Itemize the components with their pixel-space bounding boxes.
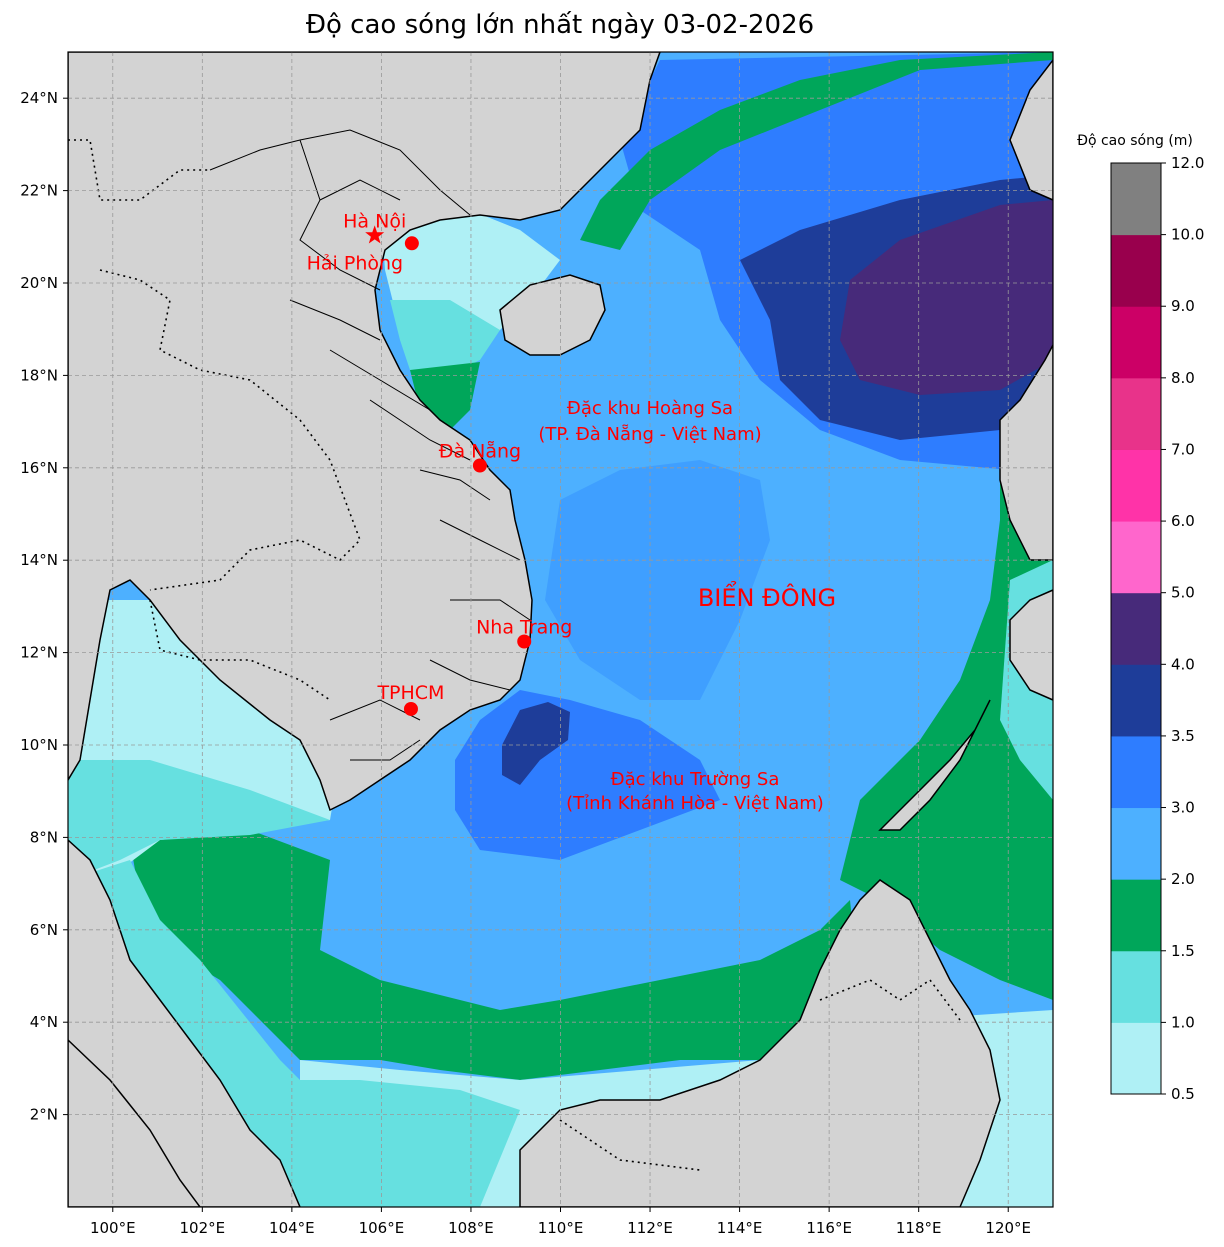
sea-band-1-1_5-gulf-thailand [68, 760, 330, 880]
sea-band-2-3-central [545, 460, 770, 700]
city-label: TPHCM [376, 682, 444, 704]
city-label: Hà Nội [343, 210, 406, 232]
colorbar-segment [1111, 664, 1161, 737]
colorbar-segment [1111, 234, 1161, 307]
colorbar-segment [1111, 879, 1161, 952]
sea-band-1_5-2-china-coast [580, 52, 1053, 250]
axis-ticks: 100°E 102°E 104°E 106°E 108°E 110°E 112°E 114°E… [20, 89, 1031, 1237]
city-marker-star [365, 225, 385, 244]
colorbar-segment [1111, 163, 1161, 236]
tick-label-lon: 116°E [806, 1219, 852, 1237]
colorbar-tick-label: 3.5 [1171, 727, 1195, 745]
annotation-hoang-sa-line2: (TP. Đà Nẵng - Việt Nam) [538, 424, 761, 445]
colorbar-tick-label: 5.0 [1171, 584, 1195, 602]
colorbar-segment [1111, 807, 1161, 880]
colorbar-segment [1111, 950, 1161, 1023]
tick-label-lon: 110°E [538, 1219, 584, 1237]
colorbar-segment [1111, 1022, 1161, 1095]
city-label: Nha Trang [476, 617, 572, 639]
colorbar-segment [1111, 735, 1161, 809]
tick-label-lat: 22°N [20, 182, 58, 200]
colorbar-tick-label: 12.0 [1171, 154, 1204, 172]
tick-label-lat: 18°N [20, 366, 58, 384]
colorbar-tick-label: 8.0 [1171, 369, 1195, 387]
annotation-hoang-sa-line1: Đặc khu Hoàng Sa [567, 398, 733, 419]
tick-label-lat: 8°N [30, 828, 58, 846]
city-markers: Hà Nội Hải Phòng Đà Nẵng Nha Trang TPHCM [307, 210, 572, 716]
land-sumatra [68, 1038, 201, 1207]
tick-label-lat: 16°N [20, 459, 58, 477]
colorbar: 0.5 1.0 1.5 2.0 3.0 3.5 4.0 5.0 6.0 7.0 8.0 9.0 10.0… [1110, 154, 1204, 1103]
sea-band-4-5-north [840, 200, 1053, 395]
colorbar-tick-label: 7.0 [1171, 440, 1195, 458]
land-hainan [499, 274, 606, 356]
land-borneo [519, 879, 1001, 1207]
city-label: Đà Nẵng [439, 439, 521, 462]
colorbar-tick-label: 9.0 [1171, 297, 1195, 315]
map-title: Độ cao sóng lớn nhất ngày 03-02-2026 [305, 10, 815, 40]
land-palawan [878, 699, 991, 831]
tick-label-lat: 14°N [20, 551, 58, 569]
tick-label-lon: 118°E [896, 1219, 942, 1237]
city-marker [404, 236, 419, 251]
land-mainland-asia [68, 52, 661, 812]
city-marker [403, 701, 418, 716]
colorbar-tick-label: 1.5 [1171, 942, 1195, 960]
colorbar-segment [1111, 521, 1161, 594]
tick-label-lon: 102°E [180, 1219, 226, 1237]
land-mindoro-visayas [1009, 589, 1053, 701]
tick-label-lon: 108°E [448, 1219, 494, 1237]
colorbar-segment [1111, 306, 1161, 379]
colorbar-segment [1111, 377, 1161, 450]
tick-label-lon: 100°E [90, 1219, 136, 1237]
colorbar-title: Độ cao sóng (m) [1077, 133, 1193, 149]
sea-band-3_5-4-south [502, 702, 570, 785]
city-marker [472, 458, 487, 473]
colorbar-tick-label: 4.0 [1171, 655, 1195, 673]
tick-label-lon: 114°E [717, 1219, 763, 1237]
colorbar-tick-label: 2.0 [1171, 870, 1195, 888]
tick-label-lat: 6°N [30, 921, 58, 939]
annotation-truong-sa-line2: (Tỉnh Khánh Hòa - Việt Nam) [566, 793, 824, 814]
sea-band-1-1_5-south [280, 1080, 520, 1207]
tick-label-lat: 10°N [20, 736, 58, 754]
colorbar-frame [1110, 162, 1162, 1095]
colorbar-tick-label: 6.0 [1171, 512, 1195, 530]
tick-label-lon: 106°E [359, 1219, 405, 1237]
annotation-bien-dong: BIỂN ĐÔNG [698, 580, 836, 612]
colorbar-segment [1111, 449, 1161, 522]
sea-band-1_5-2-philippines [840, 420, 1053, 1000]
tick-label-lat: 12°N [20, 644, 58, 662]
city-label: Hải Phòng [307, 252, 403, 274]
country-border-dotted [68, 139, 961, 1171]
colorbar-tick-label: 1.0 [1171, 1013, 1195, 1031]
gridlines [68, 52, 1053, 1207]
colorbar-tick-label: 10.0 [1171, 226, 1204, 244]
city-marker [517, 634, 532, 649]
sea-band-1_5-2-sunda [130, 830, 860, 1080]
tick-label-lat: 20°N [20, 274, 58, 292]
annotation-truong-sa-line1: Đặc khu Trường Sa [611, 769, 780, 790]
land-taiwan [1009, 58, 1053, 201]
tick-label-lon: 120°E [985, 1219, 1031, 1237]
tick-label-lon: 112°E [627, 1219, 673, 1237]
tick-label-lat: 24°N [20, 89, 58, 107]
colorbar-segment [1111, 592, 1161, 665]
colorbar-tick-label: 0.5 [1171, 1085, 1195, 1103]
land-luzon [999, 344, 1053, 561]
colorbar-tick-label: 3.0 [1171, 799, 1195, 817]
tick-label-lat: 2°N [30, 1106, 58, 1124]
vietnam-borders [209, 129, 531, 761]
sea-band-1-1_5-tonkin [390, 300, 500, 380]
tick-label-lat: 4°N [30, 1013, 58, 1031]
tick-label-lon: 104°E [269, 1219, 315, 1237]
